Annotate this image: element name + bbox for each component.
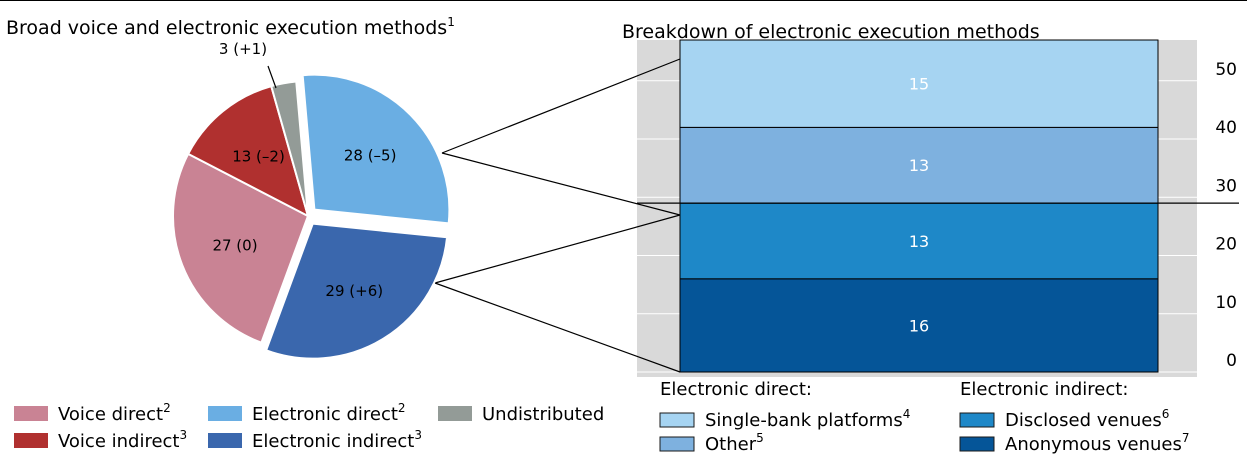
pie-legend: Voice direct2 Electronic direct2 Undistrib… <box>14 401 604 452</box>
connector-mid-lower <box>434 214 681 284</box>
bar-value-disclosed: 13 <box>909 232 929 251</box>
y-tick-label-30: 30 <box>1215 176 1237 196</box>
stacked-bar <box>637 39 1239 373</box>
top-rule <box>0 0 1247 1</box>
legend-label-undistributed: Undistributed <box>482 404 604 425</box>
legend-swatch-voice-direct <box>14 406 48 421</box>
connector-bottom <box>434 282 681 373</box>
connector-top <box>441 58 681 154</box>
bar-segment-labels: 16 13 13 15 <box>909 75 929 336</box>
y-tick-label-40: 40 <box>1215 118 1237 138</box>
legend-swatch-electronic-direct <box>208 406 242 421</box>
legend-group-title-1: Electronic indirect: <box>960 379 1128 400</box>
pie-chart <box>172 73 451 360</box>
legend-swatch-disclosed <box>959 412 995 428</box>
pie-slice-electronic-direct <box>301 73 451 225</box>
bar-chart-title: Breakdown of electronic execution method… <box>622 21 1040 43</box>
pie-slice-voice-indirect <box>186 84 310 218</box>
bar-plot: 16 13 13 15 0 10 20 30 40 50 <box>637 39 1239 377</box>
connector-lines <box>434 58 681 373</box>
pie-label-voice-direct: 27 (0) <box>212 236 257 254</box>
legend-label-voice-indirect: Voice indirect3 <box>58 428 187 452</box>
bar-segment-single-bank <box>679 39 1159 128</box>
pie-label-electronic-direct: 28 (–5) <box>344 147 397 165</box>
bar-value-single-bank: 15 <box>909 75 929 94</box>
connector-mid-upper <box>441 152 681 216</box>
pie-label-electronic-indirect: 29 (+6) <box>325 282 383 300</box>
pie-label-undistributed: 3 (+1) <box>219 40 267 58</box>
legend-label-disclosed: Disclosed venues6 <box>1005 407 1169 431</box>
pie-slice-voice-direct <box>172 152 310 344</box>
pie-slice-electronic-indirect <box>264 222 449 360</box>
legend-group-title-0: Electronic direct: <box>660 379 812 400</box>
legend-swatch-single-bank <box>659 412 695 428</box>
y-tick-label-50: 50 <box>1215 60 1237 80</box>
y-tick-label-0: 0 <box>1226 351 1237 371</box>
legend-label-single-bank: Single-bank platforms4 <box>705 407 910 431</box>
legend-label-voice-direct: Voice direct2 <box>58 401 171 425</box>
legend-swatch-electronic-indirect <box>208 433 242 448</box>
y-tick-label-20: 20 <box>1215 235 1237 255</box>
legend-swatch-voice-indirect <box>14 433 48 448</box>
legend-swatch-undistributed <box>438 406 472 421</box>
bar-legend: Electronic direct: Single-bank platforms4… <box>659 379 1190 455</box>
bar-segment-anonymous <box>679 278 1159 373</box>
pie-chart-title-sup: 1 <box>447 15 455 29</box>
bar-segment-disclosed <box>679 202 1159 280</box>
legend-swatch-anonymous <box>959 436 995 452</box>
pie-chart-title: Broad voice and electronic execution met… <box>6 15 455 39</box>
pie-label-voice-indirect: 13 (–2) <box>232 147 285 165</box>
legend-swatch-other <box>659 436 695 452</box>
pie-labels: 28 (–5) 29 (+6) 27 (0) 13 (–2) 3 (+1) <box>212 40 396 300</box>
y-axis-ticks: 0 10 20 30 40 50 <box>1215 60 1237 371</box>
bar-value-anonymous: 16 <box>909 316 929 335</box>
bar-segment-other <box>679 126 1159 204</box>
pie-slice-undistributed <box>270 80 309 217</box>
legend-label-electronic-indirect: Electronic indirect3 <box>252 428 422 452</box>
bar-value-other: 13 <box>909 156 929 175</box>
undistributed-leader-line <box>267 65 277 89</box>
legend-label-electronic-direct: Electronic direct2 <box>252 401 406 425</box>
y-tick-label-10: 10 <box>1215 293 1237 313</box>
y-axis-area <box>1197 40 1239 377</box>
legend-label-other: Other5 <box>705 431 764 455</box>
legend-label-anonymous: Anonymous venues7 <box>1005 431 1190 455</box>
